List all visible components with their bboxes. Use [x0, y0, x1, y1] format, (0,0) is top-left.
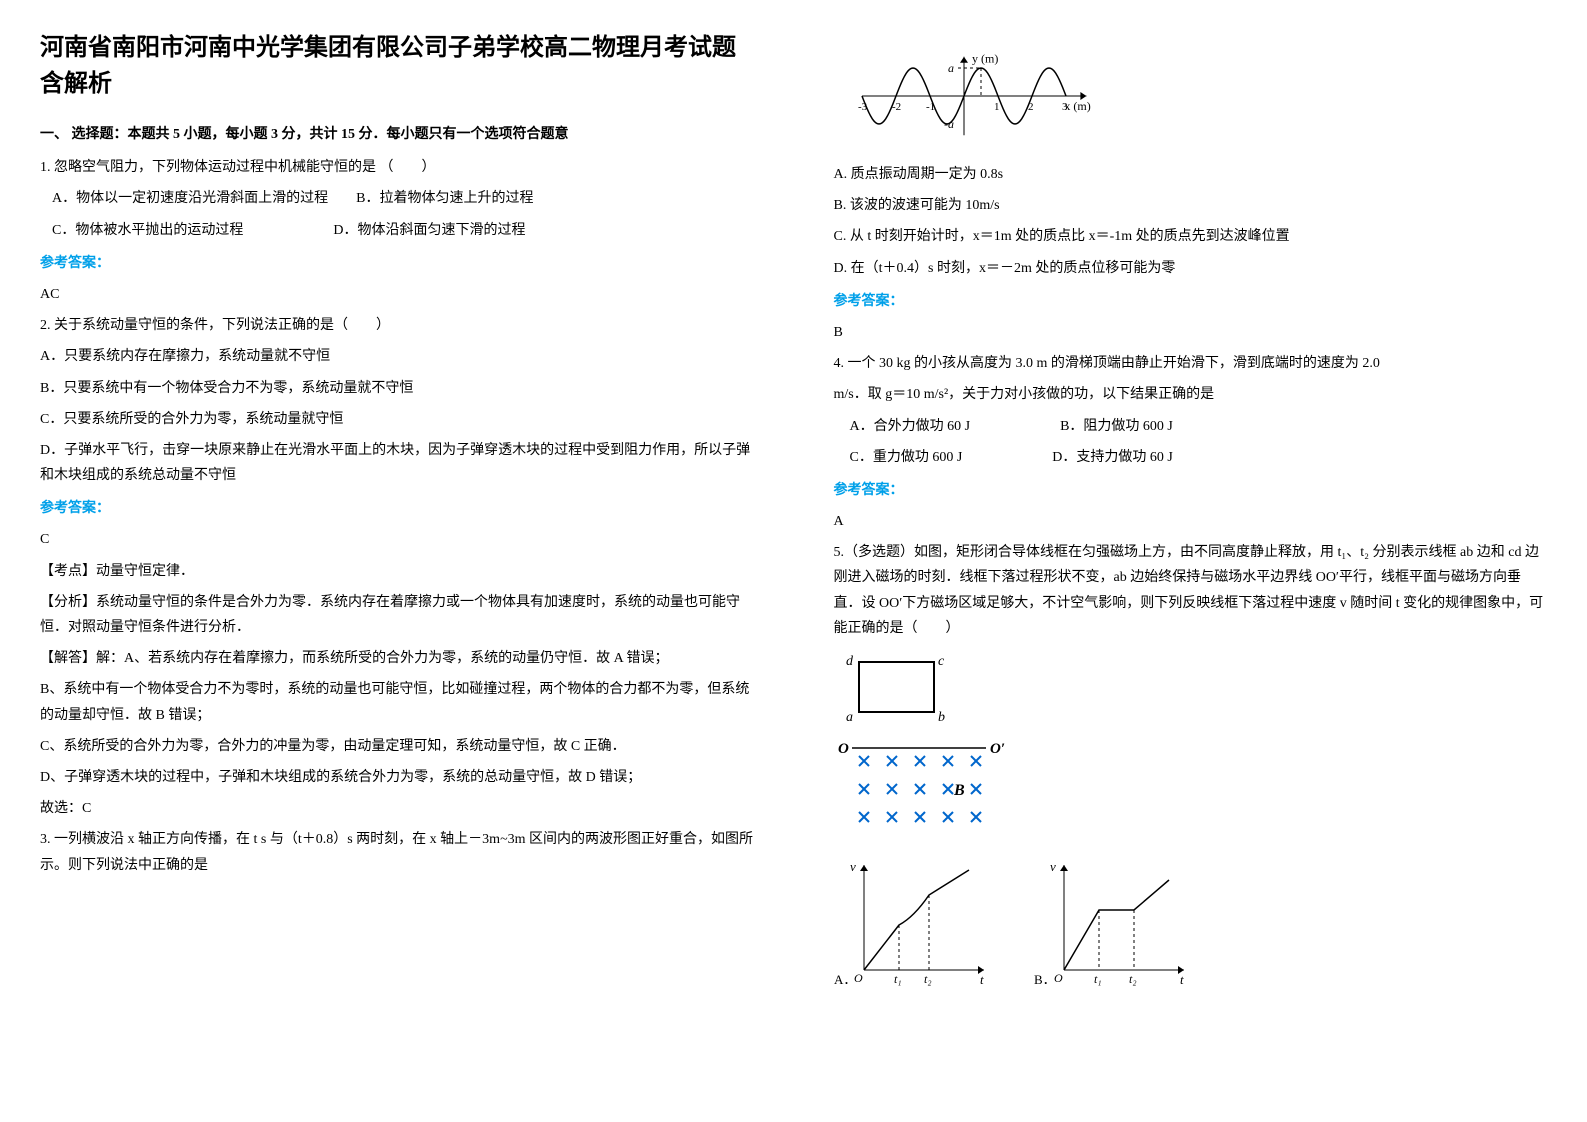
svg-text:O′: O′	[990, 741, 1005, 757]
q2-c: C．只要系统所受的合外力为零，系统动量就守恒	[40, 407, 754, 432]
q3-answer-label: 参考答案：	[834, 289, 1548, 314]
q1-ab: A．物体以一定初速度沿光滑斜面上滑的过程 B．拉着物体匀速上升的过程	[52, 186, 754, 211]
graph-a: vtOt₁t₂A．	[834, 855, 994, 995]
q4-stem2: m/s．取 g＝10 m/s²，关于力对小孩做的功，以下结果正确的是	[834, 382, 1548, 407]
svg-text:t: t	[1180, 972, 1184, 987]
q2-jieda3: C、系统所受的合外力为零，合外力的冲量为零，由动量定理可知，系统动量守恒，故 C…	[40, 734, 754, 759]
q4-ab: A．合外力做功 60 JB．阻力做功 600 J	[850, 414, 1548, 439]
q4-answer: A	[834, 509, 1548, 534]
q2-b: B．只要系统中有一个物体受合力不为零，系统动量就不守恒	[40, 376, 754, 401]
page-title: 河南省南阳市河南中光学集团有限公司子弟学校高二物理月考试题含解析	[40, 30, 754, 102]
svg-text:v: v	[850, 859, 856, 874]
q2-jieda2: B、系统中有一个物体受合力不为零时，系统的动量也可能守恒，比如碰撞过程，两个物体…	[40, 677, 754, 727]
svg-text:B．: B．	[1034, 972, 1056, 987]
rect-diagram: d c a b	[834, 647, 954, 727]
q2-jieda1: 【解答】解：A、若系统内存在着摩擦力，而系统所受的合外力为零，系统的动量仍守恒．…	[40, 646, 754, 671]
svg-text:t₂: t₂	[924, 972, 932, 986]
svg-text:y (m): y (m)	[972, 51, 998, 65]
q1-stem: 1. 忽略空气阻力，下列物体运动过程中机械能守恒的是 （ ）	[40, 155, 754, 180]
q2-d: D．子弹水平飞行，击穿一块原来静止在光滑水平面上的木块，因为子弹穿透木块的过程中…	[40, 438, 754, 488]
svg-text:t₁: t₁	[894, 972, 902, 986]
q3-a: A. 质点振动周期一定为 0.8s	[834, 162, 1548, 187]
q1-cd: C．物体被水平抛出的运动过程D．物体沿斜面匀速下滑的过程	[52, 218, 754, 243]
svg-text:d: d	[846, 654, 854, 669]
q3-c: C. 从 t 时刻开始计时，x＝1m 处的质点比 x＝-1m 处的质点先到达波峰…	[834, 224, 1548, 249]
q3-stem: 3. 一列横波沿 x 轴正方向传播，在 t s 与（t＋0.8）s 两时刻，在 …	[40, 827, 754, 877]
svg-text:a: a	[948, 61, 954, 75]
svg-text:t₁: t₁	[1094, 972, 1102, 986]
q2-stem: 2. 关于系统动量守恒的条件，下列说法正确的是（ ）	[40, 313, 754, 338]
wave-diagram: y (m)x (m)-3-2-1123a-a	[834, 36, 1134, 156]
q4-stem: 4. 一个 30 kg 的小孩从高度为 3.0 m 的滑梯顶端由静止开始滑下，滑…	[834, 351, 1548, 376]
q2-jieda4: D、子弹穿透木块的过程中，子弹和木块组成的系统合外力为零，系统的总动量守恒，故 …	[40, 765, 754, 790]
svg-text:c: c	[938, 654, 945, 669]
svg-text:B: B	[953, 782, 965, 799]
graph-b-wrap: vtOt₁t₂B．	[1034, 849, 1194, 1001]
q1-answer-label: 参考答案：	[40, 251, 754, 276]
section-1-head: 一、 选择题：本题共 5 小题，每小题 3 分，共计 15 分．每小题只有一个选…	[40, 122, 754, 147]
q2-a: A．只要系统内存在摩擦力，系统动量就不守恒	[40, 344, 754, 369]
q4-cd: C．重力做功 600 JD．支持力做功 60 J	[850, 445, 1548, 470]
svg-text:t₂: t₂	[1129, 972, 1137, 986]
svg-text:v: v	[1050, 859, 1056, 874]
q3-d: D. 在（t＋0.4）s 时刻，x＝－2m 处的质点位移可能为零	[834, 256, 1548, 281]
svg-text:t: t	[980, 972, 984, 987]
graph-a-wrap: vtOt₁t₂A．	[834, 849, 994, 1001]
svg-text:3: 3	[1062, 101, 1068, 113]
graph-b: vtOt₁t₂B．	[1034, 855, 1194, 995]
svg-text:A．: A．	[834, 972, 856, 987]
q2-kaodian: 【考点】动量守恒定律．	[40, 559, 754, 584]
q2-answer-label: 参考答案：	[40, 496, 754, 521]
q2-fenxi: 【分析】系统动量守恒的条件是合外力为零．系统内存在着摩擦力或一个物体具有加速度时…	[40, 590, 754, 640]
q3-answer: B	[834, 320, 1548, 345]
q3-b: B. 该波的波速可能为 10m/s	[834, 193, 1548, 218]
q2-jieda5: 故选：C	[40, 796, 754, 821]
q2-answer: C	[40, 527, 754, 552]
svg-text:O: O	[838, 741, 849, 757]
q1-answer: AC	[40, 282, 754, 307]
svg-text:b: b	[938, 710, 945, 725]
q4-answer-label: 参考答案：	[834, 478, 1548, 503]
field-diagram: O O′ B	[834, 733, 1014, 843]
svg-text:x (m): x (m)	[1064, 99, 1090, 113]
svg-text:1: 1	[994, 101, 1000, 113]
svg-text:a: a	[846, 710, 853, 725]
q5-stem: 5.（多选题）如图，矩形闭合导体线框在匀强磁场上方，由不同高度静止释放，用 t₁…	[834, 540, 1548, 641]
